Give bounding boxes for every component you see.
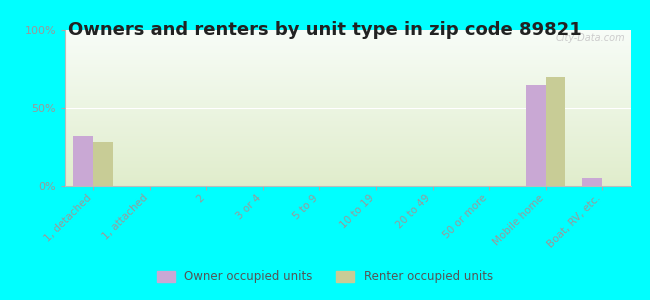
Bar [582, 178, 602, 186]
Legend: Owner occupied units, Renter occupied units: Owner occupied units, Renter occupied un… [153, 266, 497, 288]
Bar [546, 77, 566, 186]
Bar [94, 142, 113, 186]
Bar [526, 85, 546, 186]
Text: Owners and renters by unit type in zip code 89821: Owners and renters by unit type in zip c… [68, 21, 582, 39]
Text: City-Data.com: City-Data.com [555, 33, 625, 43]
Bar [73, 136, 94, 186]
